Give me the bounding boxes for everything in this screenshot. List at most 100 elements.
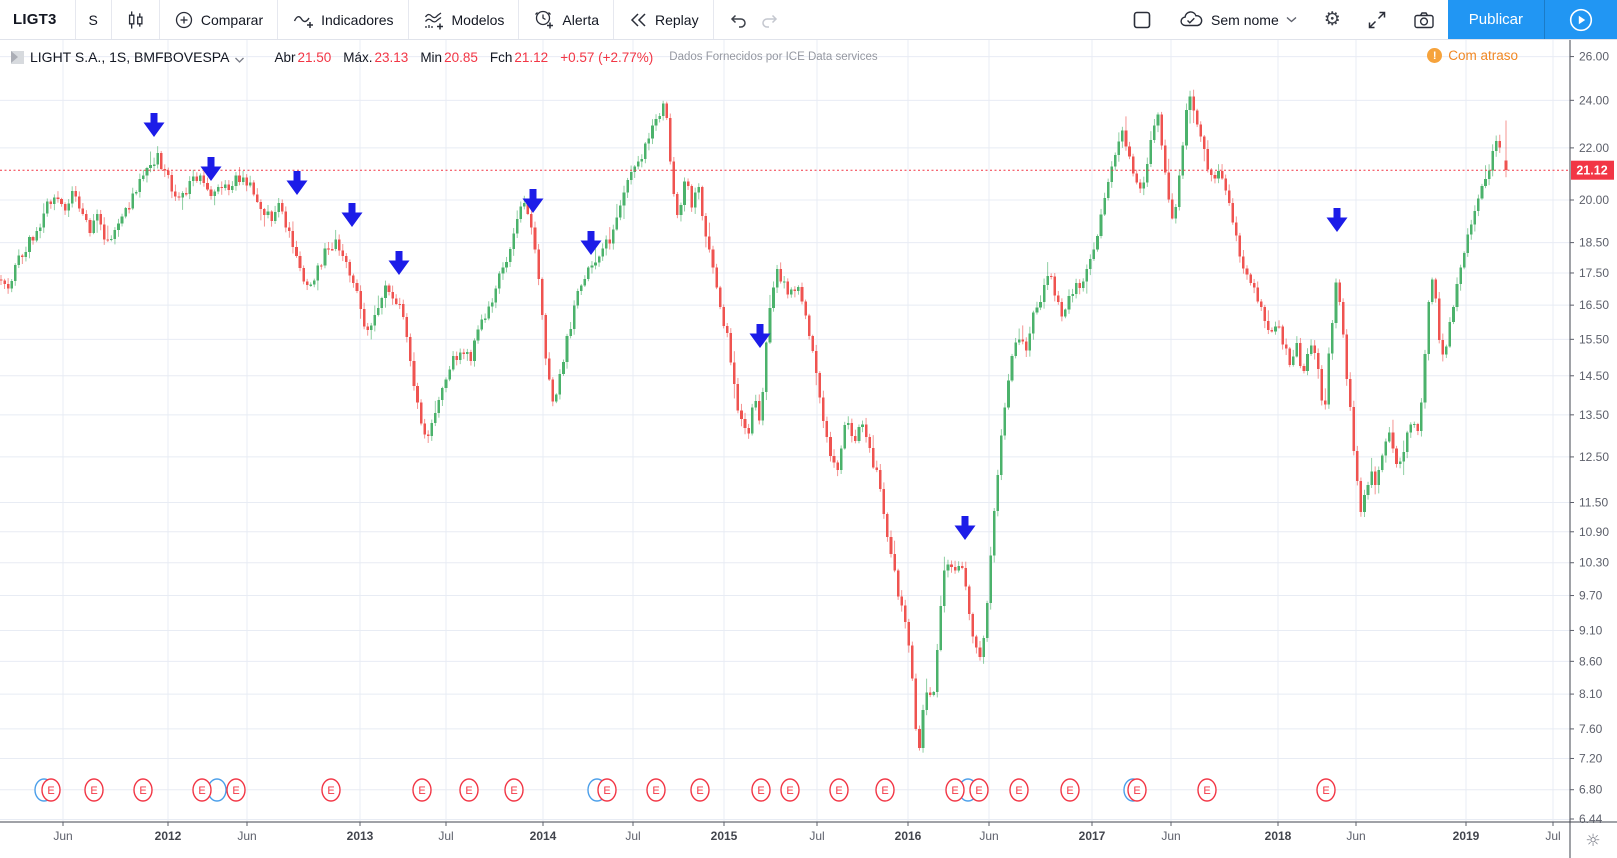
svg-text:2013: 2013: [347, 829, 374, 843]
svg-text:E: E: [786, 785, 793, 797]
svg-text:20.00: 20.00: [1579, 193, 1609, 207]
change-value: +0.57 (+2.77%): [560, 49, 654, 65]
svg-text:E: E: [1322, 785, 1329, 797]
close-value: 21.12: [514, 49, 549, 65]
chart-legend: LIGHT S.A., 1S, BMFBOVESPA Abr 21.50 Máx.…: [11, 48, 878, 66]
replay-label: Replay: [655, 11, 699, 28]
symbol-title[interactable]: LIGHT S.A., 1S, BMFBOVESPA: [30, 49, 230, 65]
svg-text:12.50: 12.50: [1579, 450, 1609, 464]
templates-button[interactable]: Modelos: [409, 0, 519, 39]
svg-text:7.20: 7.20: [1579, 751, 1603, 765]
redo-icon: [760, 10, 780, 30]
legend-chevron-down-icon[interactable]: [235, 50, 245, 66]
svg-text:2017: 2017: [1079, 829, 1106, 843]
svg-text:10.30: 10.30: [1579, 556, 1609, 570]
svg-text:Jul: Jul: [438, 829, 453, 843]
svg-text:Jun: Jun: [53, 829, 72, 843]
redo-button[interactable]: [756, 0, 790, 39]
svg-text:18.50: 18.50: [1579, 236, 1609, 250]
chart-style-button[interactable]: [112, 0, 159, 39]
toolbar-separator: [613, 0, 614, 39]
play-circle-icon: [1569, 8, 1593, 32]
toolbar-separator: [277, 0, 279, 39]
data-provider-note: Dados Fornecidos por ICE Data services: [669, 51, 878, 63]
svg-text:9.70: 9.70: [1579, 589, 1603, 603]
svg-text:Jun: Jun: [1346, 829, 1365, 843]
indicators-button[interactable]: Indicadores: [278, 0, 407, 39]
svg-text:Jul: Jul: [809, 829, 824, 843]
close-label: Fch: [489, 49, 513, 65]
svg-text:15.50: 15.50: [1579, 332, 1609, 346]
undo-icon: [728, 10, 748, 30]
svg-text:E: E: [232, 785, 239, 797]
layout-square-icon: [1132, 10, 1152, 30]
screenshot-button[interactable]: [1400, 0, 1448, 39]
undo-button[interactable]: [714, 0, 756, 39]
svg-text:11.50: 11.50: [1579, 495, 1608, 509]
svg-text:16.50: 16.50: [1579, 298, 1609, 312]
svg-text:E: E: [1203, 785, 1210, 797]
candlestick-chart[interactable]: E E E E E E E E E E E E E E E E E E E E E E E 26.00 24.00 22.00 20…: [0, 40, 1617, 858]
svg-text:E: E: [1015, 785, 1022, 797]
high-label: Máx.: [343, 49, 373, 65]
svg-text:E: E: [1066, 785, 1073, 797]
publish-button[interactable]: Publicar: [1468, 11, 1523, 28]
fullscreen-icon: [1367, 10, 1387, 30]
compare-label: Comparar: [200, 11, 264, 28]
svg-text:Jul: Jul: [1545, 829, 1560, 843]
publish-play-button[interactable]: [1544, 0, 1617, 39]
svg-text:E: E: [1133, 785, 1140, 797]
open-value: 21.50: [297, 49, 332, 65]
toolbar-separator: [110, 0, 112, 39]
svg-text:E: E: [757, 785, 764, 797]
svg-text:10.90: 10.90: [1579, 525, 1609, 539]
compare-button[interactable]: Comparar: [160, 0, 277, 39]
svg-text:22.00: 22.00: [1579, 141, 1609, 155]
top-toolbar: LIGT3 S Comparar: [0, 0, 1617, 40]
templates-label: Modelos: [451, 11, 505, 28]
svg-text:7.60: 7.60: [1579, 722, 1603, 736]
alert-clock-icon: [533, 9, 555, 31]
svg-text:E: E: [47, 785, 54, 797]
svg-text:13.50: 13.50: [1579, 408, 1609, 422]
gear-icon: ⚙: [1323, 9, 1341, 30]
delayed-data-badge[interactable]: ! Com atraso: [1427, 48, 1518, 63]
svg-text:E: E: [418, 785, 425, 797]
svg-text:8.10: 8.10: [1579, 687, 1603, 701]
toolbar-separator: [74, 0, 76, 39]
ohlc-readout: Abr 21.50 Máx. 23.13 Min 20.85 Fch 21.12 +0.…: [274, 50, 653, 65]
alert-label: Alerta: [562, 11, 599, 28]
toolbar-separator: [158, 0, 160, 39]
indicators-icon: [292, 9, 314, 31]
svg-text:E: E: [510, 785, 517, 797]
open-label: Abr: [274, 49, 296, 65]
settings-button[interactable]: ⚙: [1311, 0, 1354, 39]
svg-text:2016: 2016: [895, 829, 922, 843]
svg-text:2019: 2019: [1453, 829, 1480, 843]
alert-button[interactable]: Alerta: [519, 0, 613, 39]
chart-area: E E E E E E E E E E E E E E E E E E E E E E E 26.00 24.00 22.00 20…: [0, 40, 1617, 858]
replay-button[interactable]: Replay: [614, 0, 713, 39]
svg-text:24.00: 24.00: [1579, 93, 1609, 107]
svg-text:26.00: 26.00: [1579, 50, 1609, 64]
interval-button[interactable]: S: [88, 11, 98, 28]
axis-settings-sun-icon[interactable]: ☼: [1585, 831, 1600, 851]
high-value: 23.13: [374, 49, 409, 65]
toolbar-separator: [407, 0, 409, 39]
symbol-button[interactable]: LIGT3: [13, 11, 57, 28]
fullscreen-button[interactable]: [1354, 0, 1400, 39]
svg-text:2015: 2015: [711, 829, 738, 843]
svg-text:6.80: 6.80: [1579, 783, 1603, 797]
svg-text:Jun: Jun: [979, 829, 998, 843]
svg-text:E: E: [198, 785, 205, 797]
layout-button[interactable]: [1119, 0, 1165, 39]
cloud-check-icon: [1179, 10, 1204, 30]
svg-text:21.12: 21.12: [1576, 164, 1607, 178]
svg-text:E: E: [327, 785, 334, 797]
delayed-label: Com atraso: [1448, 48, 1518, 63]
cloud-save-button[interactable]: Sem nome: [1165, 0, 1311, 39]
svg-text:9.10: 9.10: [1579, 623, 1603, 637]
replay-icon: [628, 10, 648, 30]
svg-text:E: E: [90, 785, 97, 797]
svg-text:E: E: [951, 785, 958, 797]
